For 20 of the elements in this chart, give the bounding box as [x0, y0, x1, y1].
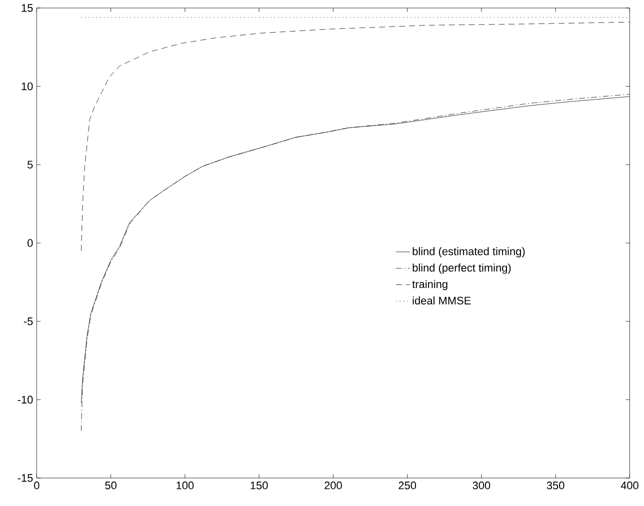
x-tick-label: 50 — [105, 482, 116, 490]
legend-label: blind (estimated timing) — [412, 247, 525, 258]
legend-label: training — [412, 280, 448, 290]
y-tick-label: 0 — [28, 239, 33, 247]
y-tick-label: -5 — [24, 318, 33, 326]
x-tick-label: 400 — [620, 482, 638, 490]
y-tick-label: 15 — [22, 4, 33, 12]
y-tick-label: -15 — [18, 474, 33, 482]
y-tick-label: 5 — [28, 160, 33, 168]
x-tick-label: 0 — [34, 482, 40, 490]
x-tick-label: 250 — [398, 482, 416, 490]
legend-label: blind (perfect timing) — [412, 264, 511, 274]
x-tick-label: 150 — [250, 482, 268, 490]
x-tick-label: 100 — [176, 482, 194, 490]
y-tick-label: -10 — [18, 396, 33, 404]
legend-label: ideal MMSE — [412, 296, 471, 304]
x-tick-label: 350 — [546, 482, 564, 490]
x-tick-label: 300 — [472, 482, 490, 490]
x-tick-label: 200 — [324, 482, 342, 490]
y-tick-label: 10 — [22, 82, 33, 90]
